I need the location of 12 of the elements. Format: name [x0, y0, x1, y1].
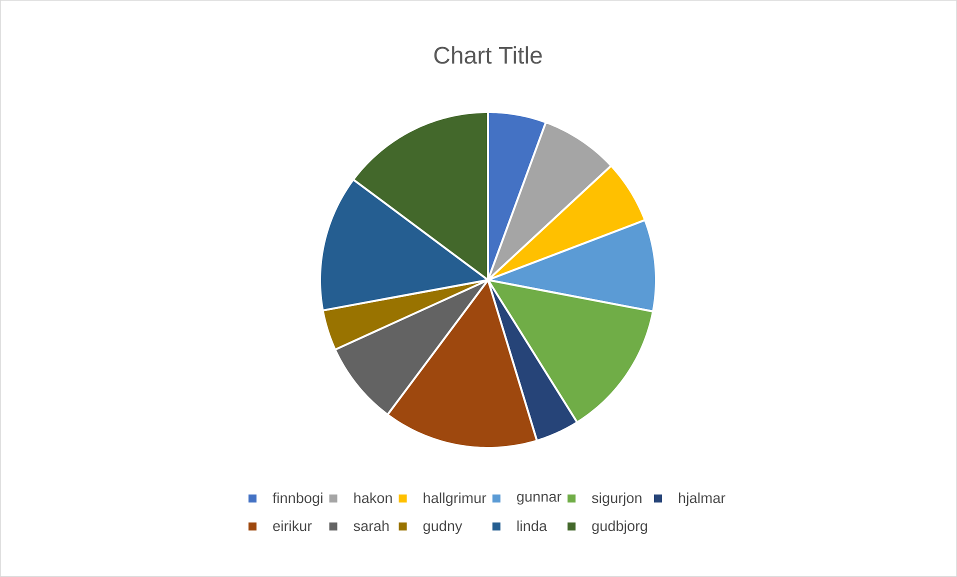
chart-title: Chart Title — [434, 46, 542, 64]
legend-label: hallgrimur — [424, 492, 486, 506]
legend-label: linda — [517, 520, 548, 532]
legend-label: hjalmar — [678, 492, 726, 506]
legend-label: sigurjon — [592, 492, 642, 506]
legend-label: gudbjorg — [592, 520, 648, 534]
legend-label: sarah — [354, 520, 389, 532]
legend-label: eirikur — [273, 520, 312, 532]
legend-label: gudny — [423, 520, 462, 534]
legend-label: finnbogi — [272, 492, 322, 506]
legend-label: gunnar — [517, 494, 562, 505]
legend-label: hakon — [354, 492, 392, 504]
